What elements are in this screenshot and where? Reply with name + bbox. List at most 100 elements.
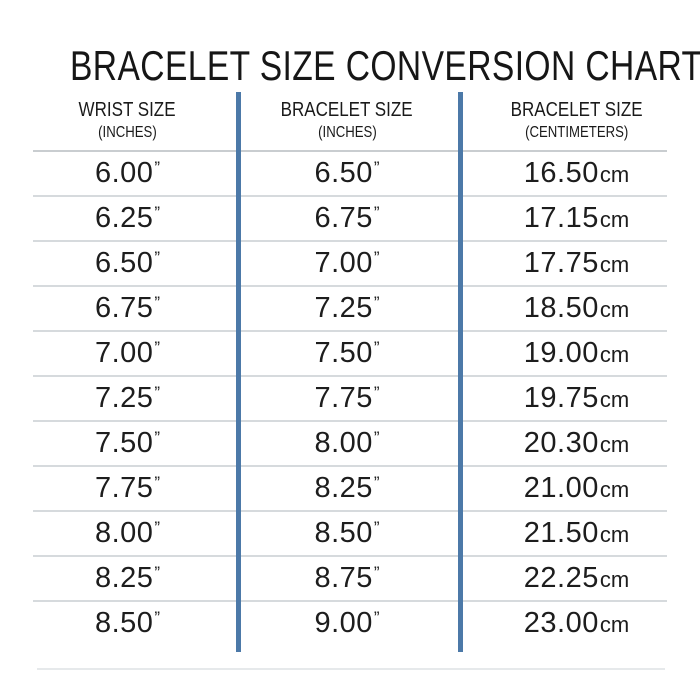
table-row: 6.25” 6.75” 17.15 cm (33, 195, 667, 240)
centimeters-unit-label: cm (599, 297, 630, 322)
wrist-size-cell: 8.00” (33, 512, 236, 555)
bracelet-size-cm-cell: 16.50 cm (458, 152, 667, 195)
table-row: 7.25” 7.75” 19.75 cm (33, 375, 667, 420)
wrist-size-cell: 6.25” (33, 197, 236, 240)
table-header-row: WRIST SIZE (INCHES) BRACELET SIZE (INCHE… (33, 90, 667, 150)
bracelet-size-cm-cell: 17.15 cm (458, 197, 667, 240)
conversion-table: WRIST SIZE (INCHES) BRACELET SIZE (INCHE… (33, 90, 667, 645)
inches-unit-mark: ” (154, 383, 161, 402)
wrist-size-value: 8.25 (94, 562, 154, 594)
inches-unit-mark: ” (373, 518, 380, 537)
bracelet-size-cm-value: 21.50 (523, 517, 599, 549)
page-title: BRACELET SIZE CONVERSION CHART (70, 42, 700, 90)
wrist-size-value: 7.75 (94, 472, 154, 504)
bracelet-size-inches-value: 6.50 (314, 157, 373, 189)
table-row: 6.75” 7.25” 18.50 cm (33, 285, 667, 330)
inches-unit-mark: ” (373, 338, 380, 357)
table-row: 7.00” 7.50” 19.00 cm (33, 330, 667, 375)
bracelet-size-cm-value: 18.50 (523, 292, 599, 324)
bracelet-size-inches-value: 8.75 (314, 562, 373, 594)
wrist-size-value: 7.25 (94, 382, 154, 414)
bracelet-size-cm-cell: 19.00 cm (458, 332, 667, 375)
bracelet-size-inches-value: 6.75 (314, 202, 373, 234)
bracelet-size-cm-cell: 21.00 cm (458, 467, 667, 510)
inches-unit-mark: ” (373, 563, 380, 582)
inches-unit-mark: ” (373, 608, 380, 627)
table-row: 8.00” 8.50” 21.50 cm (33, 510, 667, 555)
wrist-size-cell: 7.00” (33, 332, 236, 375)
wrist-size-value: 6.00 (94, 157, 154, 189)
bracelet-size-cm-value: 19.00 (523, 337, 599, 369)
centimeters-unit-label: cm (599, 387, 630, 412)
centimeters-unit-label: cm (599, 612, 630, 637)
table-row: 7.75” 8.25” 21.00 cm (33, 465, 667, 510)
bracelet-size-cm-value: 23.00 (523, 607, 599, 639)
bracelet-size-cm-value: 16.50 (523, 157, 599, 189)
bracelet-size-cm-cell: 18.50 cm (458, 287, 667, 330)
bracelet-size-cm-cell: 23.00 cm (458, 602, 667, 645)
bracelet-size-inches-value: 8.50 (314, 517, 373, 549)
centimeters-unit-label: cm (599, 432, 630, 457)
wrist-size-value: 6.25 (94, 202, 154, 234)
inches-unit-mark: ” (154, 248, 161, 267)
bracelet-size-inches-cell: 6.75” (236, 197, 458, 240)
inches-unit-mark: ” (154, 338, 161, 357)
inches-unit-mark: ” (154, 428, 161, 447)
bracelet-size-inches-cell: 9.00” (236, 602, 458, 645)
header-label: BRACELET SIZE (281, 98, 413, 121)
inches-unit-mark: ” (154, 518, 161, 537)
bracelet-size-cm-value: 21.00 (523, 472, 599, 504)
bottom-rule (37, 668, 665, 670)
inches-unit-mark: ” (154, 473, 161, 492)
wrist-size-cell: 6.50” (33, 242, 236, 285)
bracelet-size-cm-value: 17.15 (523, 202, 599, 234)
bracelet-size-inches-value: 8.00 (314, 427, 373, 459)
bracelet-size-cm-cell: 17.75 cm (458, 242, 667, 285)
column-divider-right (458, 92, 463, 652)
wrist-size-cell: 8.50” (33, 602, 236, 645)
bracelet-size-inches-cell: 8.25” (236, 467, 458, 510)
inches-unit-mark: ” (373, 473, 380, 492)
inches-unit-mark: ” (373, 383, 380, 402)
inches-unit-mark: ” (154, 608, 161, 627)
header-label: WRIST SIZE (79, 98, 176, 121)
centimeters-unit-label: cm (599, 477, 630, 502)
bracelet-size-inches-cell: 7.00” (236, 242, 458, 285)
inches-unit-mark: ” (154, 203, 161, 222)
bracelet-size-cm-value: 20.30 (523, 427, 599, 459)
bracelet-size-inches-value: 7.75 (314, 382, 373, 414)
bracelet-size-inches-value: 7.25 (314, 292, 373, 324)
centimeters-unit-label: cm (599, 207, 630, 232)
centimeters-unit-label: cm (599, 342, 630, 367)
bracelet-size-inches-cell: 7.50” (236, 332, 458, 375)
bracelet-size-inches-cell: 8.75” (236, 557, 458, 600)
wrist-size-cell: 7.50” (33, 422, 236, 465)
wrist-size-value: 7.00 (94, 337, 154, 369)
bracelet-size-inches-value: 8.25 (314, 472, 373, 504)
bracelet-size-inches-value: 9.00 (314, 607, 373, 639)
centimeters-unit-label: cm (599, 522, 630, 547)
bracelet-size-inches-cell: 7.75” (236, 377, 458, 420)
header-label: BRACELET SIZE (510, 98, 643, 121)
inches-unit-mark: ” (154, 293, 161, 312)
table-row: 7.50” 8.00 ” 20.30 cm (33, 420, 667, 465)
wrist-size-value: 6.50 (94, 247, 154, 279)
wrist-size-cell: 7.25” (33, 377, 236, 420)
header-sub-label: (INCHES) (98, 123, 157, 141)
wrist-size-cell: 6.00” (33, 152, 236, 195)
wrist-size-value: 6.75 (94, 292, 154, 324)
header-wrist-size-inches: WRIST SIZE (INCHES) (33, 90, 236, 150)
wrist-size-cell: 7.75” (33, 467, 236, 510)
inches-unit-mark: ” (373, 248, 380, 267)
table-row: 8.50” 9.00” 23.00 cm (33, 600, 667, 645)
bracelet-size-cm-cell: 21.50 cm (458, 512, 667, 555)
bracelet-size-inches-cell: 7.25” (236, 287, 458, 330)
header-sub-label: (CENTIMETERS) (524, 123, 629, 141)
bracelet-size-inches-value: 7.00 (314, 247, 373, 279)
wrist-size-cell: 8.25” (33, 557, 236, 600)
inches-unit-mark: ” (373, 293, 380, 312)
bracelet-size-cm-value: 19.75 (523, 382, 599, 414)
inches-unit-mark: ” (154, 563, 161, 582)
wrist-size-cell: 6.75” (33, 287, 236, 330)
